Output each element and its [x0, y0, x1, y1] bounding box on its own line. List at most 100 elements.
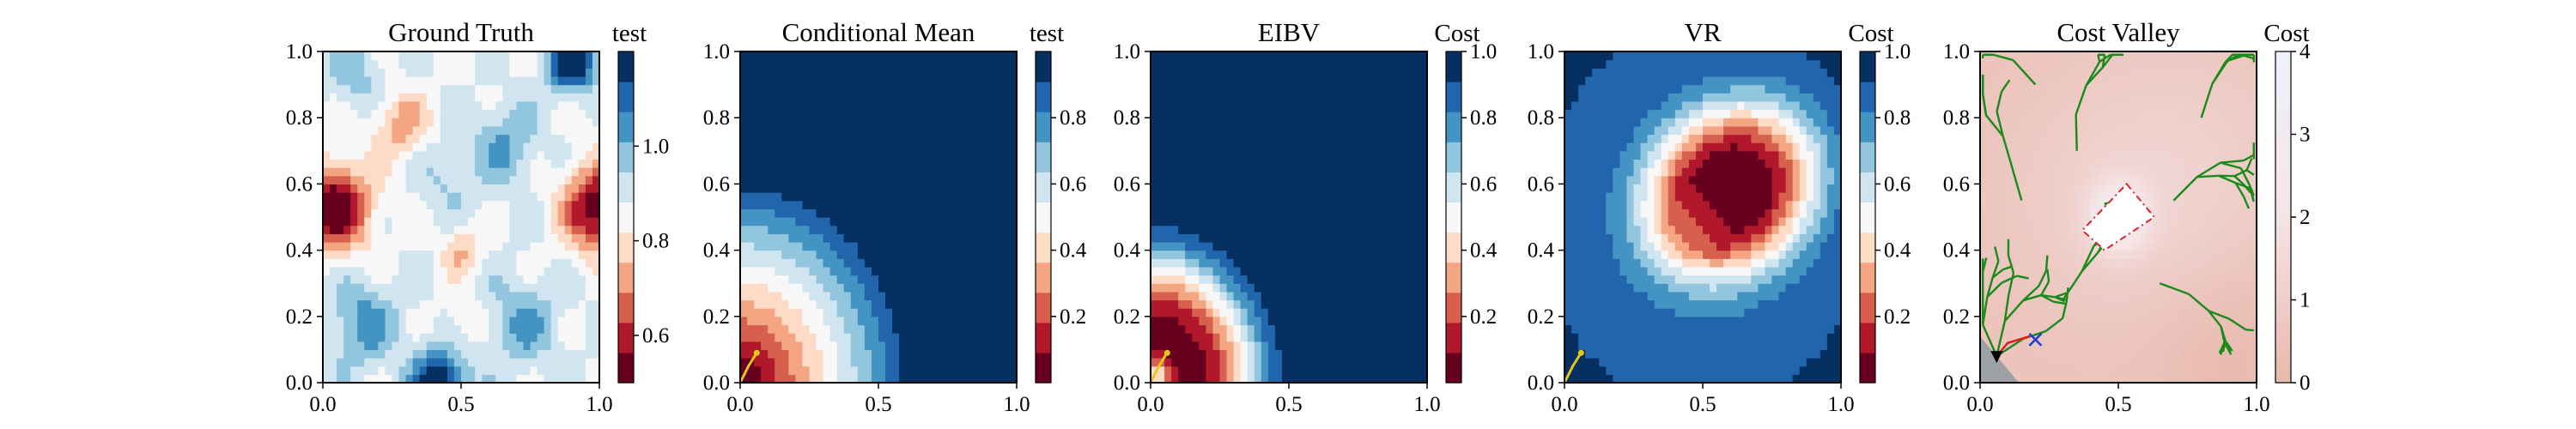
heatmap-cell	[426, 291, 434, 301]
heatmap-cell	[968, 366, 976, 375]
heatmap-cell	[1157, 366, 1165, 375]
heatmap-cell	[412, 374, 421, 384]
heatmap-cell	[489, 51, 496, 61]
heatmap-cell	[1323, 118, 1331, 127]
heatmap-cell	[371, 142, 379, 152]
heatmap-cell	[350, 184, 358, 193]
heatmap-cell	[1247, 142, 1255, 152]
heatmap-cell	[871, 125, 879, 136]
heatmap-cell	[754, 76, 762, 86]
heatmap-cell	[509, 250, 517, 259]
heatmap-cell	[1413, 349, 1421, 359]
heatmap-cell	[1206, 324, 1214, 334]
heatmap-cell	[864, 275, 872, 284]
heatmap-cell	[795, 100, 804, 111]
heatmap-cell	[850, 358, 859, 367]
heatmap-cell	[1358, 250, 1366, 259]
heatmap-cell	[1247, 192, 1255, 202]
heatmap-cell	[509, 333, 517, 342]
heatmap-cell	[330, 68, 337, 77]
heatmap-cell	[1274, 118, 1283, 127]
heatmap-cell	[585, 225, 593, 234]
heatmap-cell	[836, 233, 845, 243]
heatmap-cell	[836, 192, 845, 202]
heatmap-cell	[1296, 109, 1303, 118]
heatmap-cell	[378, 76, 386, 86]
heatmap-cell	[1164, 258, 1172, 268]
heatmap-cell	[920, 366, 927, 375]
heatmap-cell	[1240, 109, 1249, 118]
heatmap-cell	[823, 59, 831, 69]
heatmap-cell	[947, 109, 956, 118]
heatmap-cell	[1178, 184, 1186, 193]
heatmap-cell	[920, 283, 927, 293]
heatmap-cell	[530, 184, 538, 193]
heatmap-cell	[378, 258, 386, 268]
heatmap-cell	[843, 167, 852, 177]
heatmap-cell	[509, 118, 517, 127]
heatmap-cell	[829, 125, 838, 136]
heatmap-cell	[1358, 275, 1366, 284]
heatmap-cell	[350, 59, 358, 69]
heatmap-cell	[988, 175, 997, 184]
heatmap-cell	[975, 167, 983, 177]
heatmap-cell	[378, 175, 386, 184]
y-tick-label: 0.4	[1114, 239, 1141, 263]
heatmap-cell	[364, 291, 372, 301]
heatmap-cell	[1261, 258, 1269, 268]
heatmap-cell	[1212, 308, 1221, 317]
heatmap-cell	[1316, 217, 1324, 227]
heatmap-cell	[1219, 142, 1228, 152]
heatmap-cell	[1157, 333, 1165, 342]
heatmap-cell	[482, 109, 489, 118]
heatmap-cell	[740, 333, 748, 342]
heatmap-cell	[544, 217, 552, 227]
heatmap-cell	[426, 76, 434, 86]
heatmap-cell	[1274, 84, 1283, 94]
heatmap-cell	[337, 159, 344, 168]
heatmap-cell	[1371, 200, 1380, 209]
heatmap-cell	[330, 142, 337, 152]
heatmap-cell	[913, 51, 920, 61]
heatmap-cell	[482, 299, 489, 309]
heatmap-cell	[1226, 51, 1235, 61]
heatmap-cell	[1171, 192, 1179, 202]
heatmap-cell	[823, 275, 831, 284]
heatmap-cell	[975, 349, 983, 359]
heatmap-cell	[1247, 167, 1255, 177]
heatmap-cell	[1267, 316, 1276, 326]
heatmap-cell	[740, 250, 748, 259]
heatmap-cell	[1185, 184, 1193, 193]
heatmap-cell	[747, 266, 755, 276]
heatmap-cell	[585, 59, 593, 69]
heatmap-cell	[1413, 200, 1421, 209]
heatmap-cell	[350, 308, 358, 317]
heatmap-cell	[1192, 134, 1200, 143]
heatmap-cell	[447, 93, 455, 102]
heatmap-cell	[795, 150, 804, 160]
heatmap-cell	[1364, 125, 1373, 136]
heatmap-cell	[447, 217, 455, 227]
heatmap-cell	[1371, 208, 1380, 218]
heatmap-cell	[920, 84, 927, 94]
heatmap-cell	[1378, 76, 1387, 86]
heatmap-cell	[1406, 175, 1414, 184]
heatmap-cell	[502, 134, 510, 143]
heatmap-cell	[740, 184, 748, 193]
colorbar-tick-label: 0.6	[1470, 172, 1497, 196]
heatmap-cell	[1226, 118, 1235, 127]
heatmap-cell	[1261, 349, 1269, 359]
heatmap-cell	[1316, 299, 1324, 309]
heatmap-cell	[1254, 125, 1262, 136]
heatmap-cell	[920, 374, 927, 384]
heatmap-cell	[1226, 200, 1235, 209]
heatmap-cell	[1358, 125, 1366, 136]
heatmap-cell	[1281, 159, 1290, 168]
heatmap-cell	[906, 349, 914, 359]
heatmap-cell	[1337, 109, 1345, 118]
heatmap-cell	[564, 51, 573, 61]
heatmap-cell	[899, 84, 907, 94]
heatmap-cell	[337, 142, 344, 152]
heatmap-cell	[885, 208, 893, 218]
heatmap-cell	[933, 109, 942, 118]
